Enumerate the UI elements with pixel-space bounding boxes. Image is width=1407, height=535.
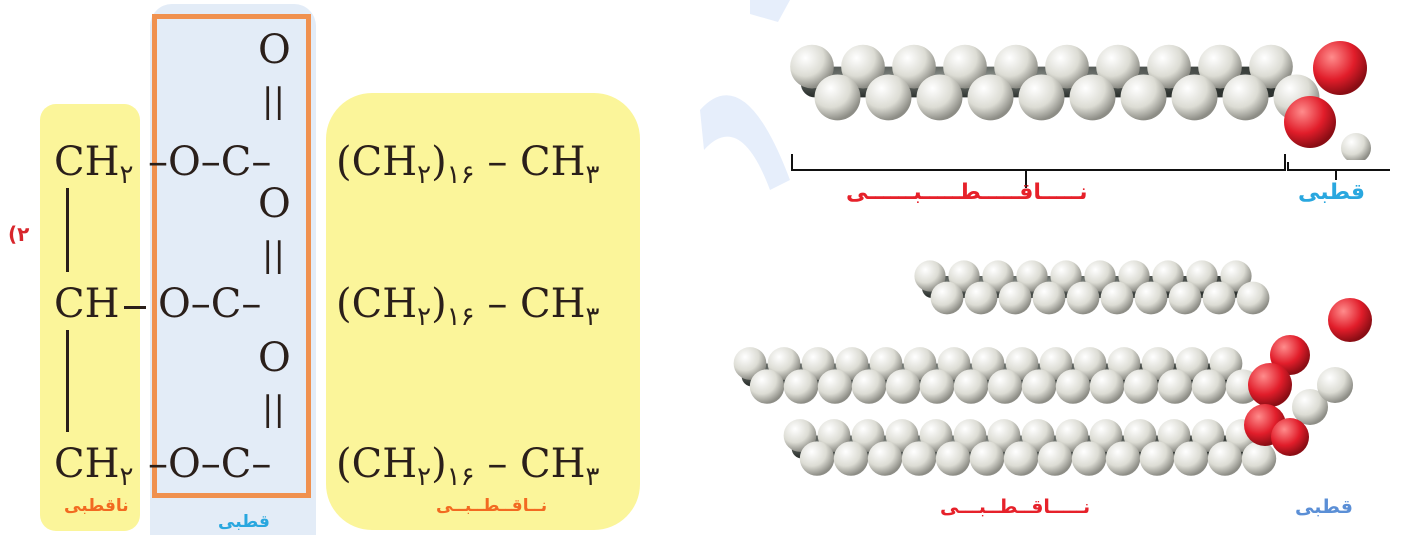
space-filling-molecule-icon [733,260,1372,476]
glycerol-highlight [40,104,140,531]
ester-row-2: O–C– [158,281,262,327]
ester-row-1: –O–C– [148,139,272,185]
glycerol-ch2-bottom: CH۲ [54,441,134,492]
ester-row-3: –O–C– [148,441,272,487]
chain-highlight [326,93,640,530]
carbonyl-oxygen-2: O [258,181,291,227]
label-ester-polar: قطبی [218,512,270,532]
glycerol-ch: CH [54,281,120,327]
double-bond-1: || [262,81,285,121]
label-glycerol-nonpolar: ناقطبی [64,496,129,516]
ester-highlight [150,4,316,535]
carbonyl-oxygen-1: O [258,27,291,73]
question-number: ۲) [8,222,30,246]
label-bottom-nonpolar: نـــــاقــطــبـــی [940,496,1091,518]
chain-row-3: (CH۲)۱۶ – CH۳ [336,441,600,492]
chain-row-2: (CH۲)۱۶ – CH۳ [336,281,600,332]
chain-row-1: (CH۲)۱۶ – CH۳ [336,139,600,190]
carbonyl-oxygen-3: O [258,335,291,381]
label-bottom-polar: قطبی [1295,496,1353,518]
label-top-nonpolar: نـــــاقـــــطـــــبــــــی [846,180,1088,205]
double-bond-3: || [262,389,285,429]
double-bond-2: || [262,235,285,275]
bond-top [66,188,69,272]
space-filling-molecule-icon [790,41,1371,160]
bond-ch-o [124,306,146,309]
bond-bottom [66,330,69,432]
polar-box [152,14,311,498]
label-chain-nonpolar: نــاقــطــبــی [436,496,548,516]
glycerol-ch2-top: CH۲ [54,139,134,190]
label-top-polar: قطبی [1298,180,1366,205]
decorative-ribbon [700,0,790,190]
bracket-lines [791,154,1390,188]
